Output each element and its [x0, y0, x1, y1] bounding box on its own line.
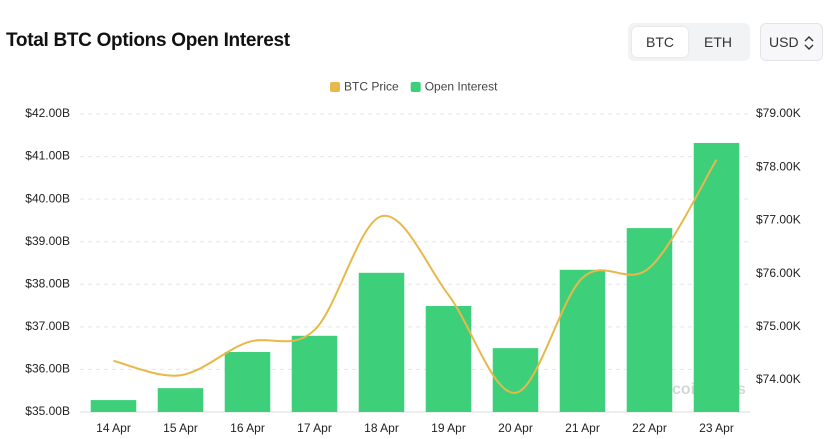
y-tick-label: $38.00B	[25, 276, 70, 290]
y-tick-label: $42.00B	[25, 106, 70, 120]
x-tick-label: 15 Apr	[163, 421, 198, 435]
legend-label: Open Interest	[425, 80, 498, 94]
y-tick-label: $40.00B	[25, 191, 70, 205]
y2-tick-label: $74.00K	[756, 372, 801, 386]
bar	[224, 351, 271, 412]
y-tick-label: $41.00B	[25, 149, 70, 163]
bar	[358, 272, 405, 412]
bar	[626, 228, 673, 412]
legend-label: BTC Price	[344, 80, 399, 94]
bar	[492, 348, 539, 412]
currency-select[interactable]: USD	[760, 23, 823, 61]
x-tick-label: 16 Apr	[230, 421, 265, 435]
x-tick-label: 22 Apr	[632, 421, 667, 435]
bar	[693, 142, 740, 412]
x-tick-label: 20 Apr	[498, 421, 533, 435]
currency-label: USD	[769, 34, 799, 50]
x-tick-label: 21 Apr	[565, 421, 600, 435]
y2-tick-label: $78.00K	[756, 159, 801, 173]
coin-option[interactable]: ETH	[704, 34, 732, 50]
x-tick-label: 23 Apr	[699, 421, 734, 435]
chart-title: Total BTC Options Open Interest	[6, 30, 290, 51]
coin-toggle: BTC ETH	[628, 23, 750, 61]
price-line	[113, 159, 718, 394]
y2-tick-label: $76.00K	[756, 266, 801, 280]
y-tick-label: $39.00B	[25, 234, 70, 248]
y-tick-label: $35.00B	[25, 404, 70, 418]
bar	[559, 269, 606, 412]
bar	[157, 388, 204, 412]
y2-tick-label: $75.00K	[756, 319, 801, 333]
x-tick-label: 14 Apr	[96, 421, 131, 435]
y-tick-label: $36.00B	[25, 362, 70, 376]
y-tick-label: $37.00B	[25, 319, 70, 333]
legend-swatch	[330, 82, 340, 92]
bar	[291, 335, 338, 412]
bar	[425, 305, 472, 412]
y2-tick-label: $79.00K	[756, 106, 801, 120]
coin-option[interactable]: BTC	[632, 27, 688, 57]
x-tick-label: 19 Apr	[431, 421, 466, 435]
select-arrows	[804, 36, 814, 50]
y2-tick-label: $77.00K	[756, 213, 801, 227]
x-tick-label: 18 Apr	[364, 421, 399, 435]
legend-swatch	[410, 82, 421, 92]
bar	[90, 400, 137, 412]
x-tick-label: 17 Apr	[297, 421, 332, 435]
